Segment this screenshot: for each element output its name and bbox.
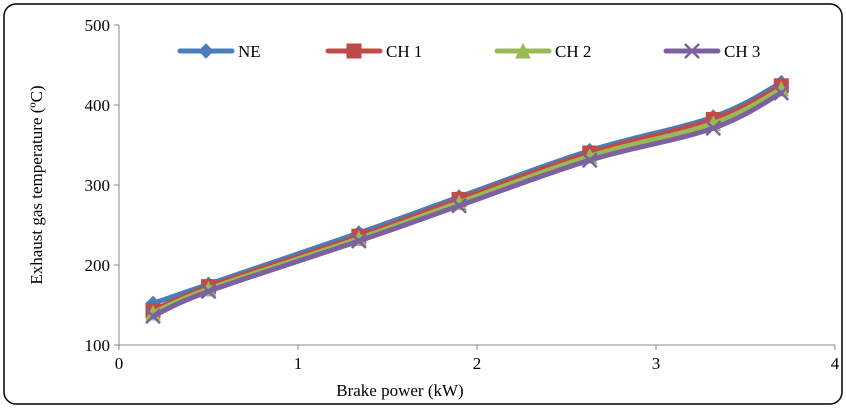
data-point-ch3	[350, 233, 367, 249]
x-tick-label: 1	[294, 354, 303, 373]
y-tick-label: 200	[85, 256, 111, 275]
legend-item-ch1: CH 1	[325, 42, 422, 61]
x-tick-label: 0	[115, 354, 124, 373]
legend-marker-ch2	[515, 42, 531, 59]
x-tick-label: 4	[831, 354, 840, 373]
x-axis-title: Brake power (kW)	[336, 381, 463, 400]
x-ticks: 0 1 2 3 4	[115, 345, 840, 373]
chart-border	[3, 3, 843, 405]
y-tick-label: 300	[85, 176, 111, 195]
data-point-ch3	[773, 85, 790, 101]
legend-item-ch2: CH 2	[494, 42, 591, 61]
legend-item-ch3: CH 3	[663, 42, 760, 61]
legend-label-ch1: CH 1	[386, 42, 422, 61]
legend-marker-ch3	[684, 43, 700, 59]
y-tick-label: 400	[85, 96, 111, 115]
legend-label-ne: NE	[238, 42, 261, 61]
data-point-ch3	[145, 308, 161, 325]
y-tick-label: 100	[85, 336, 111, 355]
legend: NE CH 1 CH 2 CH 3	[177, 42, 760, 61]
x-tick-label: 3	[652, 354, 661, 373]
y-axis-title: Exhaust gas temperature (ºC)	[27, 85, 46, 284]
data-point-ch3	[200, 283, 217, 300]
x-tick-label: 2	[473, 354, 482, 373]
legend-label-ch2: CH 2	[555, 42, 591, 61]
series-ch3	[145, 85, 790, 325]
y-tick-label: 500	[85, 16, 111, 35]
data-point-ch3	[581, 152, 598, 169]
series-lines	[145, 74, 790, 325]
y-ticks: 100 200 300 400 500	[85, 16, 119, 355]
legend-item-ne: NE	[177, 42, 261, 61]
legend-marker-ch1	[346, 43, 362, 59]
legend-label-ch3: CH 3	[724, 42, 760, 61]
data-point-ch3	[451, 197, 467, 214]
data-point-ch3	[705, 120, 722, 137]
legend-marker-ne	[198, 43, 214, 59]
